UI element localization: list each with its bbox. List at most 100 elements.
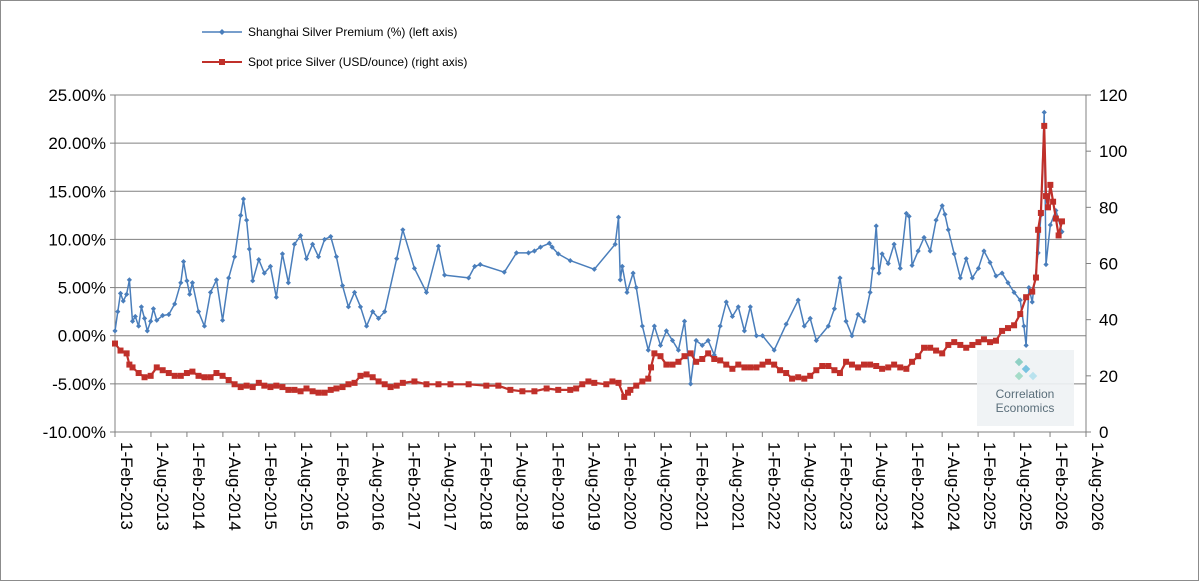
point-premium	[705, 337, 711, 344]
point-premium	[747, 304, 753, 310]
point-spot	[951, 339, 958, 346]
point-spot	[231, 381, 238, 388]
x-tick-label: 1-Feb-2021	[692, 442, 711, 530]
point-spot	[1052, 215, 1059, 222]
point-premium	[837, 275, 843, 281]
legend-item-premium: Shanghai Silver Premium (%) (left axis)	[202, 25, 457, 39]
point-premium	[129, 318, 136, 324]
point-premium	[178, 280, 184, 286]
point-spot	[567, 386, 574, 393]
x-tick-label: 1-Aug-2015	[297, 442, 316, 531]
point-premium	[297, 232, 304, 239]
point-spot	[980, 336, 987, 343]
point-spot	[648, 364, 655, 371]
point-premium	[981, 248, 987, 254]
point-spot	[141, 374, 148, 381]
point-premium	[370, 309, 376, 315]
point-spot	[909, 358, 916, 365]
series-layer	[112, 109, 1065, 400]
point-spot	[112, 340, 118, 347]
point-premium	[927, 248, 933, 254]
point-spot	[375, 378, 382, 385]
watermark-logo: Correlation Economics	[977, 350, 1074, 426]
x-tick-label: 1-Feb-2026	[1052, 442, 1071, 530]
line-premium	[114, 111, 1063, 385]
point-premium	[345, 304, 352, 310]
point-premium	[855, 311, 861, 318]
point-spot	[279, 384, 286, 391]
point-spot	[495, 382, 502, 389]
point-premium	[132, 313, 138, 320]
point-premium	[136, 323, 142, 329]
point-premium	[619, 263, 625, 269]
x-tick-label: 1-Feb-2017	[405, 442, 424, 530]
point-premium	[219, 317, 226, 323]
point-premium	[144, 328, 150, 334]
point-spot	[1035, 226, 1042, 233]
point-spot	[885, 364, 892, 371]
point-premium	[115, 309, 121, 315]
point-premium	[870, 265, 876, 271]
point-spot	[603, 381, 610, 388]
point-spot	[1058, 218, 1065, 225]
point-spot	[921, 344, 928, 351]
x-tick-label: 1-Aug-2017	[441, 442, 460, 531]
point-premium	[231, 254, 238, 260]
point-spot	[1043, 193, 1050, 200]
y-right-tick-label: 100	[1099, 142, 1127, 161]
point-spot	[591, 379, 598, 386]
point-premium	[1011, 289, 1017, 295]
point-spot	[969, 341, 976, 348]
point-spot	[321, 389, 328, 396]
point-spot	[297, 388, 304, 395]
point-premium	[291, 241, 298, 247]
point-premium	[160, 312, 166, 319]
point-premium	[843, 318, 849, 324]
point-premium	[795, 297, 801, 303]
point-premium	[873, 223, 879, 229]
point-spot	[675, 358, 682, 365]
point-premium	[546, 240, 552, 246]
point-spot	[1044, 204, 1051, 211]
point-spot	[645, 375, 652, 382]
point-spot	[357, 372, 364, 379]
point-spot	[747, 364, 754, 371]
point-premium	[942, 211, 948, 217]
point-premium	[273, 294, 279, 300]
point-spot	[363, 371, 370, 378]
point-premium	[246, 246, 252, 252]
point-premium	[909, 262, 915, 269]
y-left-tick-label: 25.00%	[48, 86, 106, 105]
point-spot	[1047, 181, 1054, 188]
point-premium	[267, 263, 274, 269]
series-premium	[112, 109, 1065, 387]
point-premium	[240, 196, 247, 202]
correlation-economics-logo-icon	[1014, 357, 1038, 381]
point-premium	[477, 261, 483, 268]
point-premium	[951, 251, 957, 257]
point-premium	[256, 257, 262, 263]
point-spot	[219, 372, 226, 379]
point-premium	[238, 212, 244, 218]
point-spot	[165, 370, 172, 377]
legend-item-spot: Spot price Silver (USD/ounce) (right axi…	[202, 55, 467, 69]
point-spot	[663, 361, 670, 368]
point-premium	[939, 203, 945, 209]
x-tick-label: 1-Aug-2020	[656, 442, 675, 531]
watermark-line1: Correlation	[996, 387, 1055, 401]
point-premium	[612, 241, 618, 247]
point-spot	[651, 350, 658, 357]
point-premium	[1023, 342, 1029, 348]
point-spot	[639, 378, 646, 385]
point-spot	[531, 388, 538, 395]
point-premium	[651, 323, 657, 329]
x-tick-label: 1-Feb-2020	[620, 442, 639, 530]
point-premium	[180, 258, 187, 265]
point-spot	[1050, 198, 1057, 205]
x-tick-label: 1-Aug-2022	[800, 442, 819, 531]
point-premium	[688, 381, 694, 387]
point-spot	[225, 377, 232, 384]
point-spot	[1011, 322, 1018, 329]
point-spot	[249, 384, 256, 391]
